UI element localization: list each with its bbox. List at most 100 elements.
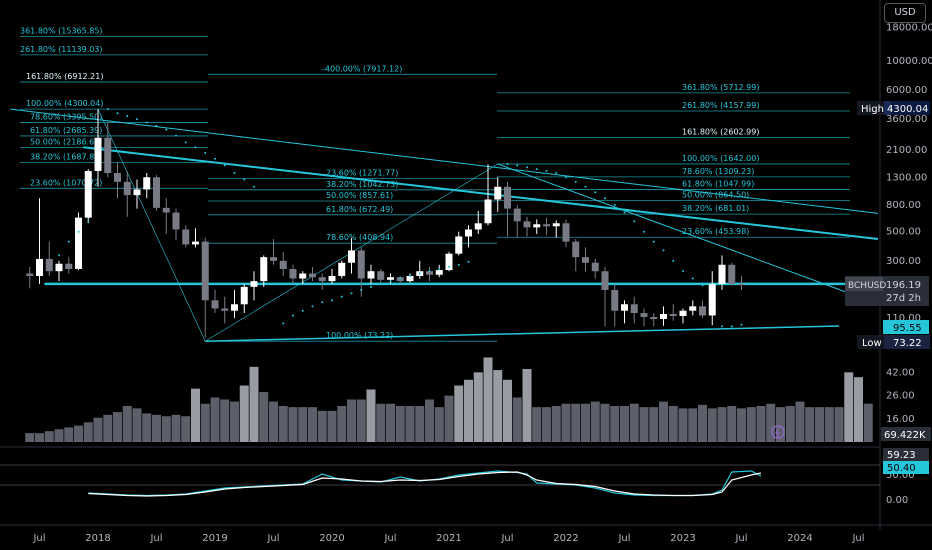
volume-bar	[483, 357, 493, 442]
volume-value: 69.422K	[884, 430, 926, 441]
candle-body	[143, 177, 151, 190]
psar-dot	[214, 157, 216, 160]
psar-dot	[165, 128, 168, 131]
volume-bar	[347, 399, 356, 442]
candle-body	[679, 310, 687, 316]
volume-bar	[376, 403, 386, 442]
psar-dot	[594, 191, 597, 194]
currency-button[interactable]: USD	[884, 3, 926, 23]
fib-level-label: 38.20% (1687.87)	[30, 152, 102, 161]
volume-bar	[590, 401, 600, 442]
fib-level-label: 100.00% (1642.00)	[682, 154, 759, 163]
candle-body	[728, 264, 736, 284]
candle-body	[640, 313, 648, 317]
psar-dot	[467, 260, 470, 263]
psar-dot	[175, 134, 177, 137]
fib-level-label: 61.80% (1047.99)	[682, 180, 754, 189]
candle-body	[474, 223, 482, 230]
low-value: 73.22	[893, 338, 922, 349]
volume-bar	[44, 431, 54, 442]
candle-body	[299, 273, 307, 279]
lightning-icon[interactable]	[771, 425, 785, 439]
psar-dot	[652, 240, 655, 243]
low-marker: Low 73.22	[857, 335, 930, 349]
rsi-markers: 59.23 50.40	[883, 448, 929, 474]
volume-bar	[668, 405, 678, 442]
volume-bar	[512, 397, 522, 442]
candle-body	[348, 250, 355, 263]
volume-bar	[844, 372, 854, 442]
psar-dot	[740, 323, 743, 326]
rsi-line	[88, 470, 762, 497]
fib-level-label: 23.60% (453.98)	[682, 227, 749, 236]
candle-countdown: 27d 2h	[886, 293, 921, 304]
psar-dot	[243, 178, 246, 181]
candle-body	[84, 171, 92, 218]
volume-bar	[532, 407, 542, 442]
candle-body	[26, 273, 34, 276]
volume-bar	[239, 385, 249, 442]
volume-bar	[854, 377, 863, 442]
volume-bar	[122, 405, 132, 442]
volume-bar	[395, 405, 405, 442]
volume-bar	[737, 408, 746, 442]
time-tick-label: Jul	[149, 533, 162, 544]
candle-body	[309, 273, 316, 278]
volume-bar	[707, 408, 717, 442]
psar-dot	[223, 164, 226, 167]
psar-dot	[155, 124, 158, 127]
volume-bar	[678, 408, 688, 442]
trendline-descending	[83, 146, 879, 240]
psar-dot	[604, 197, 606, 200]
volume-bar	[54, 429, 64, 442]
candle-body	[270, 257, 277, 261]
psar-dot	[126, 115, 129, 118]
candle-body	[426, 271, 433, 275]
candle-body	[621, 304, 628, 311]
fibonacci-levels[interactable]: 361.80% (15365.85) 261.80% (11139.03) 161.…	[20, 27, 850, 342]
candle-body	[543, 224, 550, 227]
price-tick-label: 3600.00	[886, 114, 927, 125]
volume-bar	[756, 405, 766, 442]
candle-body	[367, 271, 375, 279]
fib-level-label: 161.80% (6912.21)	[26, 72, 103, 81]
trendlines[interactable]	[10, 108, 879, 342]
candle-body	[221, 308, 229, 311]
psar-dot	[565, 176, 567, 179]
fib-level-label: 161.80% (2602.99)	[682, 128, 759, 137]
candle-body	[611, 289, 619, 311]
time-tick-label: 2024	[787, 533, 812, 544]
volume-bar	[551, 405, 561, 442]
volume-bar	[464, 379, 473, 442]
trendline-short	[497, 163, 859, 298]
rsi-tick-label: 0.00	[886, 495, 908, 506]
candle-body	[718, 264, 726, 284]
volume-bar	[805, 407, 815, 442]
volume-bar	[600, 403, 610, 442]
high-marker: High 4300.04	[857, 101, 930, 115]
psar-dot	[516, 164, 519, 167]
candle-body	[104, 137, 112, 174]
volume-bar	[503, 379, 512, 442]
volume-bar	[610, 405, 620, 442]
psar-dot	[682, 270, 684, 273]
fib-level-label: 361.80% (15365.85)	[20, 27, 103, 36]
time-axis[interactable]: Jul 2018 Jul 2019 Jul 2020 Jul 2021 Jul 2022 Jul 20…	[32, 533, 864, 544]
volume-bar	[298, 407, 308, 442]
trendline-upper	[10, 108, 879, 214]
candle-body	[513, 208, 521, 222]
volume-bar	[308, 407, 317, 442]
volume-bar	[415, 405, 425, 442]
volume-bar	[542, 407, 551, 442]
price-tick-label: 500.00	[886, 227, 921, 238]
psar-dot	[233, 172, 236, 175]
volume-tick-label: 16.00	[886, 414, 915, 425]
volume-bar	[200, 403, 210, 442]
volume-bar	[317, 410, 327, 442]
volume-bar	[259, 392, 269, 442]
rsi-tick-label: 50.00	[886, 470, 915, 481]
candle-body	[45, 258, 53, 272]
price-tick-label: 110.00	[886, 313, 921, 324]
time-tick-label: 2018	[85, 533, 110, 544]
